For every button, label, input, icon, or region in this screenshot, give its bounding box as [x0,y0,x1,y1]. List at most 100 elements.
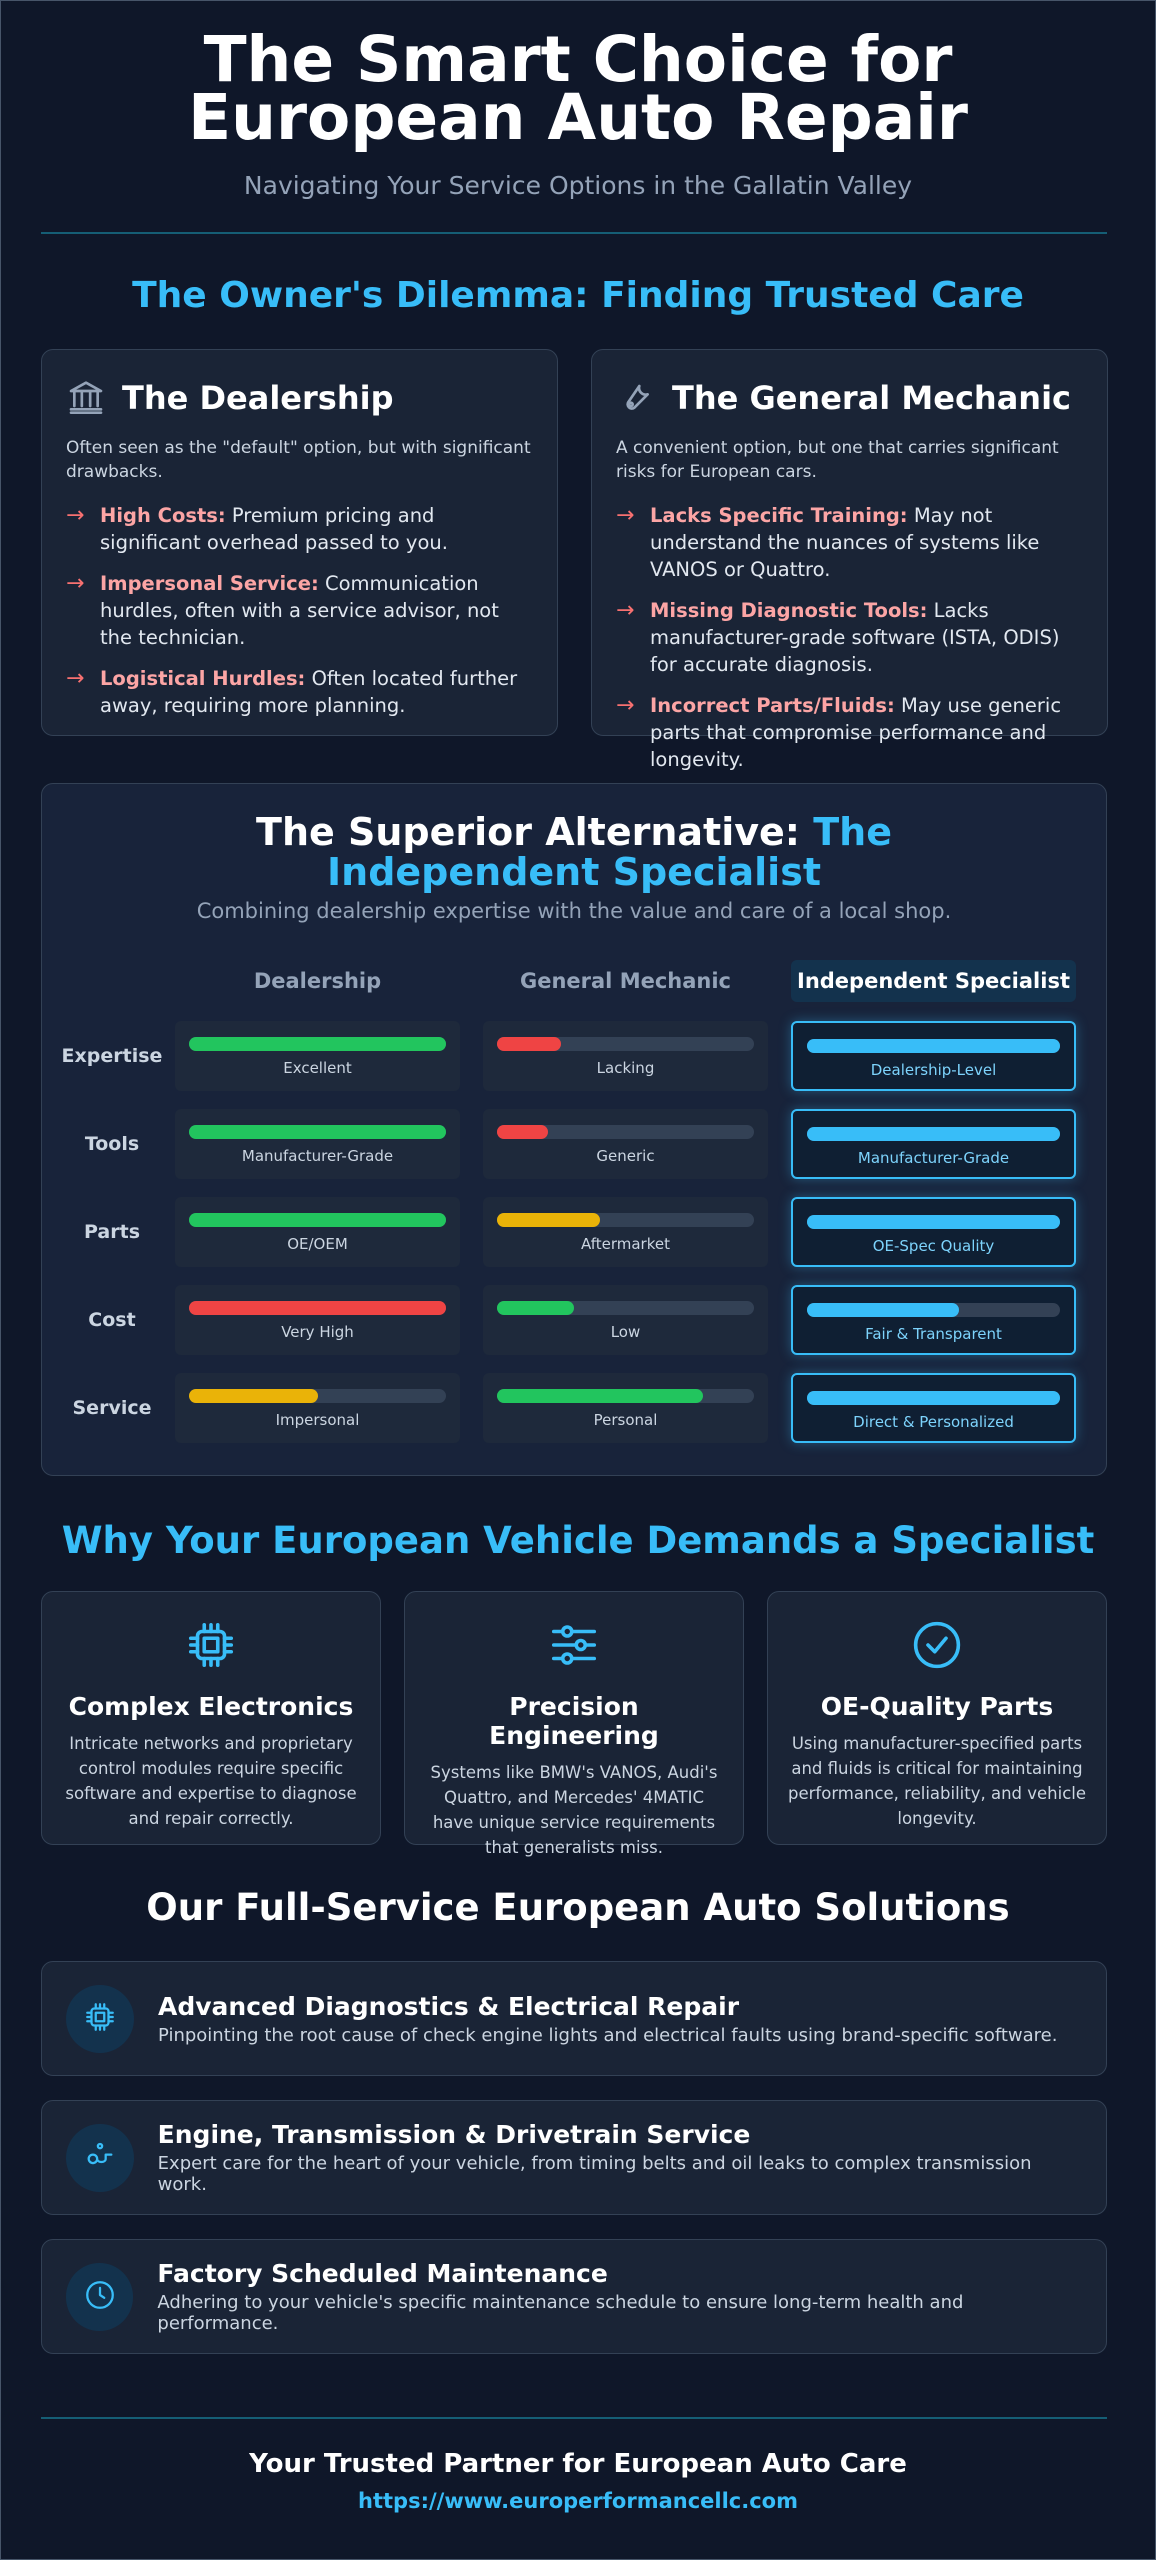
rating-label: Very High [281,1323,354,1341]
point: → Impersonal Service: Communication hurdl… [66,570,533,651]
rating-cell: Aftermarket [483,1197,768,1267]
point: → Logistical Hurdles: Often located furth… [66,665,533,719]
rating-cell: Very High [175,1285,460,1355]
divider [41,232,1107,234]
comparison-card: The Superior Alternative: The Independen… [41,783,1107,1476]
rating-label: Impersonal [275,1411,360,1429]
card-title: The Dealership [122,379,394,417]
service-title: Factory Scheduled Maintenance [157,2259,608,2288]
point-body: May use generic parts that compromise pe… [650,694,1062,771]
icon [83,2278,117,2316]
rating-label: Aftermarket [581,1235,670,1253]
rating-cell: Excellent [175,1021,460,1091]
rating-cell: Impersonal [175,1373,460,1443]
row-label: Tools [84,1133,140,1155]
icon [66,376,106,420]
card-intro: Often seen as the "default" option, but … [66,438,531,482]
service-desc: Adhering to your vehicle's specific main… [157,2292,964,2334]
heading-text: The Superior Alternative: [256,810,800,854]
bar-track [189,1389,446,1403]
card-intro: A convenient option, but one that carrie… [616,438,1059,482]
point: → Missing Diagnostic Tools: Lacks manufac… [616,597,1083,678]
rating-bar [497,1389,703,1403]
point: → Incorrect Parts/Fluids: May use generic… [616,692,1083,773]
point-body: May not understand the nuances of system… [650,504,1040,581]
bar-track [189,1037,446,1051]
row-label: Parts [84,1221,140,1243]
point-label: High Costs: [100,504,226,527]
service-card: Factory Scheduled Maintenance Adhering to… [41,2239,1107,2354]
rating-label: Dealership-Level [870,1061,997,1079]
rating-bar [189,1301,446,1315]
icon-circle [66,2123,134,2192]
bar-track [807,1039,1060,1053]
bar-track [807,1391,1060,1405]
bar-track [497,1037,754,1051]
row-label: Expertise [61,1045,163,1067]
rating-bar [189,1213,446,1227]
point-label: Impersonal Service: [100,572,319,595]
icon [425,1618,723,1676]
point-text: Impersonal Service: Communication hurdle… [100,570,533,651]
reason-title: Complex Electronics [68,1692,354,1721]
point-text: Lacks Specific Training: May not underst… [650,502,1083,583]
rating-label: Lacking [596,1059,655,1077]
comparison-subtitle: Combining dealership expertise with the … [196,899,952,923]
comparison-heading: The Superior Alternative: The Independen… [42,812,1106,892]
card-title: The General Mechanic [672,379,1071,417]
icon [83,2139,117,2177]
rating-label: OE/OEM [287,1235,348,1253]
row-label: Service [72,1397,152,1419]
footer-url[interactable]: https://www.europerformancellc.com [358,2489,798,2513]
rating-label: Fair & Transparent [865,1325,1002,1343]
reason-text: Intricate networks and proprietary contr… [65,1734,357,1828]
rating-cell: Generic [483,1109,768,1179]
rating-label: Personal [593,1411,658,1429]
reason-text: Using manufacturer-specified parts and f… [788,1734,1087,1828]
rating-label: Excellent [283,1059,352,1077]
rating-cell: Dealership-Level [791,1021,1076,1091]
rating-cell: Manufacturer-Grade [791,1109,1076,1179]
rating-label: OE-Spec Quality [872,1237,995,1255]
point-text: Logistical Hurdles: Often located furthe… [100,665,533,719]
icon [788,1618,1086,1676]
icon [62,1618,360,1676]
rating-cell: OE-Spec Quality [791,1197,1076,1267]
icon [83,2000,117,2038]
arrow: → [616,598,635,623]
rating-label: Manufacturer-Grade [857,1149,1010,1167]
rating-label: Direct & Personalized [853,1413,1014,1431]
service-text: Advanced Diagnostics & Electrical Repair… [158,1992,1057,2046]
icon-circle [66,2262,134,2331]
rating-bar [497,1037,562,1051]
rating-label: Generic [596,1147,655,1165]
rating-bar [497,1125,549,1139]
rating-cell: Low [483,1285,768,1355]
card-header: The General Mechanic [616,376,1083,420]
arrow: → [66,571,85,596]
rating-bar [807,1391,1060,1405]
column-header: Dealership [253,969,382,993]
column-header: Independent Specialist [791,960,1076,1002]
rating-label: Low [610,1323,641,1341]
rating-cell: Fair & Transparent [791,1285,1076,1355]
rating-bar [807,1127,1060,1141]
service-desc: Pinpointing the root cause of check engi… [158,2024,1058,2046]
reason-text: Systems like BMW's VANOS, Audi's Quattro… [430,1763,718,1857]
bar-track [189,1213,446,1227]
option-card: The General Mechanic A convenient option,… [591,349,1108,771]
arrow: → [66,503,85,528]
rating-label: Manufacturer-Grade [241,1147,394,1165]
arrow: → [616,693,635,718]
point-body: Communication hurdles, often with a serv… [100,572,499,649]
rating-bar [189,1389,318,1403]
reason-card: OE-Quality Parts Using manufacturer-speci… [767,1591,1107,1845]
bar-track [497,1301,754,1315]
column-header: General Mechanic [519,969,731,993]
point-label: Incorrect Parts/Fluids: [650,694,895,717]
rating-bar [189,1037,446,1051]
point-text: Incorrect Parts/Fluids: May use generic … [650,692,1083,773]
reason-card: Precision Engineering Systems like BMW's … [404,1591,744,1857]
rating-bar [497,1301,575,1315]
point-text: Missing Diagnostic Tools: Lacks manufact… [650,597,1083,678]
